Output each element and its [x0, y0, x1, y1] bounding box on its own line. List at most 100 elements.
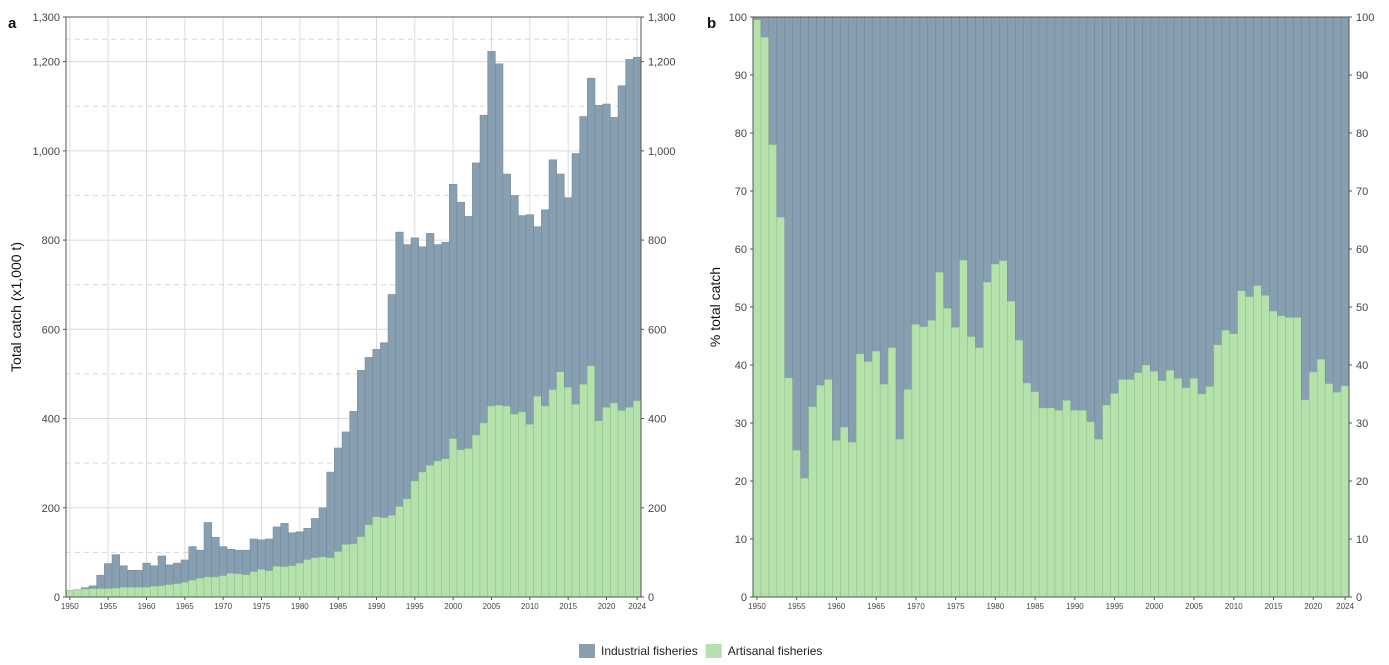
bar-industrial-1991 [380, 342, 389, 518]
bar-industrial-1957 [808, 16, 817, 408]
x-tick-label: 1955 [788, 602, 806, 611]
bar-industrial-1979 [983, 16, 992, 283]
bar-industrial-1978 [975, 16, 984, 348]
bar-artisanal-2021 [610, 402, 619, 598]
bar-industrial-2009 [518, 215, 527, 413]
bar-industrial-1980 [295, 531, 304, 564]
bar-artisanal-1997 [1126, 379, 1135, 598]
bar-artisanal-2013 [548, 389, 557, 598]
bar-industrial-2005 [1189, 16, 1199, 379]
plot-frame [65, 16, 642, 598]
bar-industrial-2012 [1245, 16, 1254, 297]
x-tick-label: 2000 [1145, 602, 1163, 611]
bar-artisanal-1954 [784, 377, 793, 598]
y-tick-label-right: 800 [648, 235, 666, 247]
bar-artisanal-1961 [150, 586, 159, 598]
bar-artisanal-2007 [1205, 386, 1215, 598]
bar-industrial-1988 [1054, 16, 1064, 411]
bar-artisanal-2010 [1229, 333, 1238, 598]
bar-artisanal-2021 [1316, 358, 1326, 598]
bar-artisanal-1972 [234, 573, 243, 598]
bar-industrial-2020 [1309, 16, 1318, 373]
bar-industrial-2003 [472, 162, 481, 436]
bar-industrial-2017 [579, 116, 588, 385]
bar-industrial-1977 [272, 526, 281, 567]
bar-artisanal-1971 [919, 326, 929, 598]
panel-label: a [8, 15, 17, 32]
bar-industrial-1973 [935, 16, 944, 273]
bar-artisanal-1974 [943, 307, 952, 598]
bar-industrial-1990 [1070, 16, 1080, 411]
bar-artisanal-2018 [1293, 317, 1302, 598]
bar-artisanal-1978 [975, 347, 984, 598]
bar-industrial-1967 [887, 16, 897, 348]
bar-industrial-1998 [1134, 16, 1143, 373]
y-axis-title: % total catch [707, 267, 723, 347]
bar-industrial-1969 [903, 16, 913, 390]
bar-industrial-1989 [1062, 16, 1072, 401]
bar-artisanal-2023 [625, 407, 634, 598]
x-tick-label: 1965 [867, 602, 885, 611]
bar-industrial-1955 [792, 16, 801, 451]
bar-artisanal-2002 [1165, 369, 1175, 598]
bar-industrial-1983 [318, 507, 327, 558]
y-axis-title: Total catch (x1,000 t) [8, 242, 24, 372]
bar-industrial-1960 [832, 16, 841, 441]
bar-artisanal-1986 [341, 544, 350, 598]
bar-artisanal-1972 [927, 320, 937, 598]
bar-industrial-1953 [88, 585, 97, 589]
bar-artisanal-1959 [824, 379, 833, 598]
bar-industrial-1965 [180, 559, 189, 583]
x-tick-label: 1985 [1026, 602, 1044, 611]
bar-industrial-2004 [1181, 16, 1191, 388]
bar-industrial-1987 [349, 411, 358, 545]
bar-artisanal-1982 [311, 557, 320, 598]
bar-industrial-1973 [242, 549, 251, 575]
bar-artisanal-1988 [1054, 409, 1064, 598]
bar-industrial-1986 [341, 431, 350, 545]
y-tick-label-right: 1,000 [648, 146, 676, 158]
bar-industrial-1983 [1014, 16, 1024, 341]
bar-artisanal-1964 [864, 361, 873, 598]
bar-artisanal-1999 [441, 458, 450, 598]
bar-industrial-1968 [895, 16, 905, 440]
x-tick-label: 1980 [986, 602, 1004, 611]
bar-industrial-1986 [1038, 16, 1048, 409]
bar-artisanal-1968 [203, 576, 212, 598]
bar-industrial-1957 [119, 565, 128, 588]
bar-artisanal-1956 [800, 477, 809, 598]
bar-artisanal-1989 [1062, 400, 1072, 598]
bar-artisanal-1986 [1038, 407, 1048, 598]
bar-artisanal-1987 [349, 543, 358, 598]
bar-industrial-2002 [464, 216, 473, 449]
x-tick-label: 1990 [1066, 602, 1084, 611]
bar-artisanal-2000 [1150, 371, 1159, 598]
y-tick-label-right: 0 [1356, 592, 1362, 604]
bar-industrial-2015 [1269, 16, 1278, 312]
y-tick-label: 70 [735, 186, 747, 198]
bar-industrial-1999 [441, 242, 450, 459]
bar-artisanal-1966 [188, 579, 197, 598]
bar-industrial-2023 [625, 59, 634, 408]
x-tick-label: 2020 [1304, 602, 1322, 611]
bar-industrial-1984 [326, 471, 335, 558]
bar-industrial-2005 [487, 51, 496, 407]
y-tick-label: 10 [735, 534, 747, 546]
bar-artisanal-1965 [180, 582, 189, 598]
bar-artisanal-1958 [127, 586, 136, 598]
bar-industrial-2019 [594, 105, 603, 422]
bar-industrial-2021 [610, 117, 619, 404]
x-tick-label: 1990 [368, 602, 386, 611]
bar-artisanal-2001 [1158, 380, 1167, 598]
y-tick-label-right: 90 [1356, 70, 1368, 82]
x-tick-label: 2005 [1185, 602, 1203, 611]
bar-artisanal-1979 [983, 281, 992, 598]
bar-artisanal-2018 [587, 365, 596, 598]
bar-industrial-2011 [533, 226, 542, 397]
bar-industrial-1971 [919, 16, 929, 327]
bar-industrial-1990 [372, 349, 381, 517]
bar-artisanal-1963 [856, 353, 865, 598]
panel-label: b [707, 15, 716, 32]
bar-industrial-1992 [387, 294, 396, 516]
bar-industrial-2012 [541, 209, 550, 407]
